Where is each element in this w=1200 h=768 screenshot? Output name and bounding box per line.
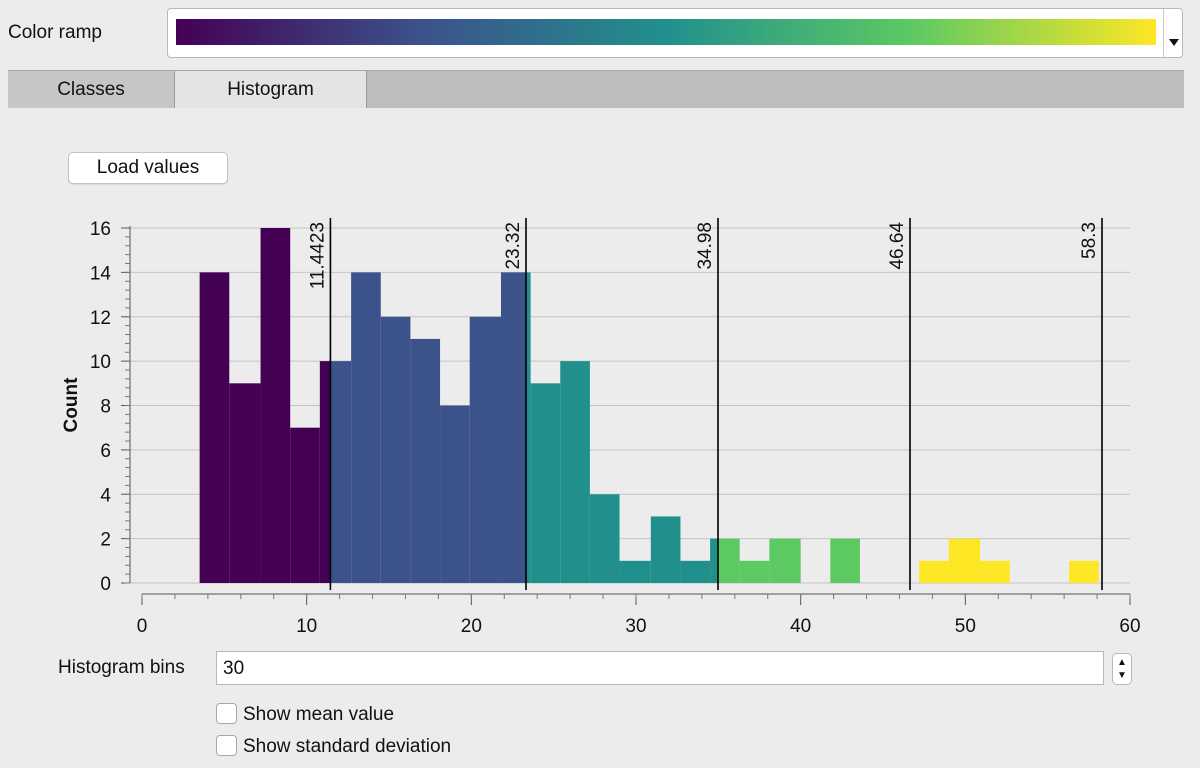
tab-histogram[interactable]: Histogram bbox=[175, 71, 367, 108]
histogram-bar bbox=[830, 538, 860, 583]
color-ramp-label: Color ramp bbox=[8, 22, 102, 43]
x-tick-label: 40 bbox=[790, 616, 811, 637]
show-std-checkbox[interactable] bbox=[216, 735, 237, 756]
histogram-bar bbox=[351, 272, 381, 583]
histogram-bar bbox=[330, 361, 352, 583]
histogram-bar bbox=[410, 338, 441, 583]
bins-spinner[interactable]: ▲ ▼ bbox=[1112, 653, 1132, 685]
color-ramp-divider bbox=[1163, 9, 1164, 57]
histogram-bar bbox=[530, 383, 561, 583]
histogram-bar bbox=[718, 538, 740, 583]
histogram-bar bbox=[380, 316, 411, 583]
histogram-bar bbox=[1069, 560, 1099, 583]
spin-up-icon[interactable]: ▲ bbox=[1117, 657, 1127, 668]
y-tick-label: 10 bbox=[90, 352, 111, 373]
class-break-label: 34.98 bbox=[695, 222, 716, 270]
histogram-bins-input[interactable]: 30 bbox=[216, 651, 1104, 685]
y-axis-label: Count bbox=[61, 377, 82, 433]
histogram-bar bbox=[680, 560, 711, 583]
show-std-label: Show standard deviation bbox=[243, 736, 452, 757]
color-ramp-selector[interactable] bbox=[167, 8, 1183, 58]
class-break-label: 23.32 bbox=[503, 222, 524, 270]
histogram-bar bbox=[469, 316, 501, 583]
class-break-label: 58.3 bbox=[1079, 222, 1100, 259]
histogram-bar bbox=[319, 361, 331, 583]
histogram-bar bbox=[919, 560, 949, 583]
histogram-bar bbox=[650, 516, 681, 583]
x-tick-label: 20 bbox=[461, 616, 482, 637]
x-tick-label: 30 bbox=[625, 616, 646, 637]
histogram-bar bbox=[739, 560, 770, 583]
histogram-bar bbox=[199, 272, 230, 583]
histogram-bar bbox=[560, 361, 590, 583]
histogram-bar bbox=[526, 272, 531, 583]
color-ramp-preview bbox=[176, 19, 1156, 45]
x-tick-label: 60 bbox=[1119, 616, 1140, 637]
show-mean-checkbox[interactable] bbox=[216, 703, 237, 724]
histogram-chart: 0 2 4 6 8 10 12 14 16 Count 0 10 20 30 40 50 60 11.4423 23… bbox=[61, 218, 1141, 637]
y-tick-label: 6 bbox=[100, 441, 111, 462]
spin-down-icon[interactable]: ▼ bbox=[1117, 670, 1127, 681]
y-tick-label: 4 bbox=[100, 485, 111, 506]
load-values-button[interactable]: Load values bbox=[68, 152, 228, 184]
y-tick-label: 14 bbox=[90, 263, 112, 284]
histogram-bar bbox=[500, 272, 527, 583]
histogram-bar bbox=[589, 494, 620, 583]
histogram-bar bbox=[290, 427, 320, 583]
histogram-bar bbox=[229, 383, 261, 583]
y-tick-label: 2 bbox=[100, 530, 111, 551]
histogram-bar bbox=[710, 538, 719, 583]
class-break-label: 11.4423 bbox=[307, 222, 328, 289]
x-tick-label: 50 bbox=[955, 616, 976, 637]
show-mean-label: Show mean value bbox=[243, 704, 395, 725]
histogram-bar bbox=[948, 538, 981, 583]
y-tick-label: 16 bbox=[90, 219, 111, 240]
class-break-label: 46.64 bbox=[887, 222, 908, 270]
histogram-bar bbox=[260, 228, 291, 583]
histogram-bar bbox=[980, 560, 1010, 583]
y-tick-label: 8 bbox=[100, 397, 111, 418]
histogram-bins-label: Histogram bins bbox=[58, 657, 185, 678]
x-tick-label: 0 bbox=[137, 616, 148, 637]
y-tick-label: 0 bbox=[100, 574, 111, 595]
tab-bar: Classes Histogram bbox=[8, 70, 1184, 108]
histogram-bar bbox=[769, 538, 801, 583]
histogram-bar bbox=[619, 560, 651, 583]
dropdown-arrow-icon[interactable] bbox=[1169, 39, 1179, 46]
histogram-bar bbox=[440, 405, 470, 583]
y-tick-label: 12 bbox=[90, 308, 111, 329]
x-tick-label: 10 bbox=[296, 616, 317, 637]
tab-classes[interactable]: Classes bbox=[8, 71, 175, 108]
